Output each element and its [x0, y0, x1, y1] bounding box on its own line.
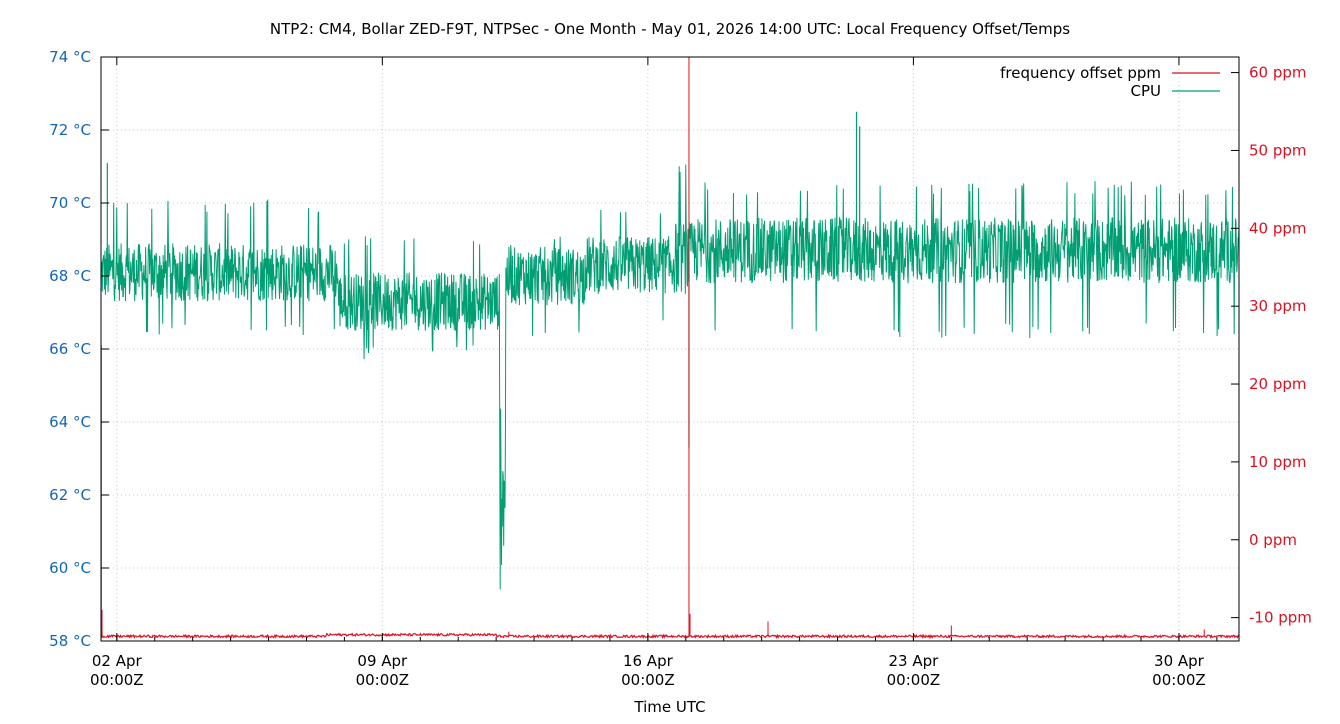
y-tick-label: 72 °C — [49, 121, 91, 139]
legend-label: CPU — [1131, 82, 1162, 100]
y-tick-label: 70 °C — [49, 194, 91, 212]
y-tick-label: 64 °C — [49, 413, 91, 431]
y-tick-label: 68 °C — [49, 267, 91, 285]
y2-tick-label: 30 ppm — [1249, 297, 1307, 315]
x-tick-label: 00:00Z — [1152, 671, 1206, 689]
series-cpu-line — [100, 164, 1240, 590]
y2-tick-label: 40 ppm — [1249, 219, 1307, 237]
x-tick-label: 09 Apr — [357, 652, 408, 670]
x-tick-label: 00:00Z — [356, 671, 410, 689]
y2-tick-label: 60 ppm — [1249, 64, 1307, 82]
axes: 74 °C 72 °C 70 °C 68 °C 66 °C 64 °C 62 °C 60 °C… — [49, 48, 1312, 689]
x-tick-label: 00:00Z — [90, 671, 144, 689]
x-tick-label: 02 Apr — [92, 652, 143, 670]
x-axis-label: Time UTC — [633, 698, 705, 716]
grid-lines — [101, 57, 1239, 641]
y2-tick-label: 10 ppm — [1249, 453, 1307, 471]
series-frequency-offset-line — [100, 632, 1240, 640]
chart-title: NTP2: CM4, Bollar ZED-F9T, NTPSec - One … — [270, 20, 1070, 38]
y2-tick-label: -10 ppm — [1249, 609, 1312, 627]
y2-tick-label: 50 ppm — [1249, 141, 1307, 159]
y-tick-label: 60 °C — [49, 559, 91, 577]
x-tick-label: 00:00Z — [887, 671, 941, 689]
x-tick-label: 30 Apr — [1154, 652, 1205, 670]
y-tick-label: 62 °C — [49, 486, 91, 504]
x-tick-label: 16 Apr — [623, 652, 674, 670]
y-tick-label: 58 °C — [49, 632, 91, 650]
x-tick-label: 23 Apr — [888, 652, 939, 670]
y2-tick-label: 0 ppm — [1249, 531, 1297, 549]
x-tick-label: 00:00Z — [621, 671, 675, 689]
y-tick-label: 66 °C — [49, 340, 91, 358]
legend-label: frequency offset ppm — [1000, 64, 1161, 82]
y2-tick-label: 20 ppm — [1249, 375, 1307, 393]
y-tick-label: 74 °C — [49, 48, 91, 66]
